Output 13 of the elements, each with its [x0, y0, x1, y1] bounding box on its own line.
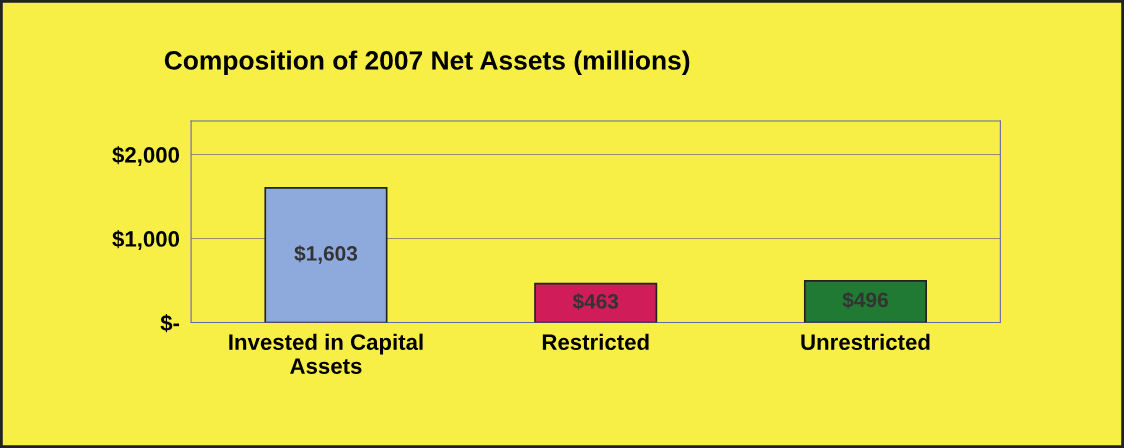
data-label: $463: [572, 293, 619, 311]
x-tick-label: Invested in Capital Assets: [229, 333, 423, 374]
y-tick-label: $2,000: [112, 146, 180, 167]
chart-title: Composition of 2007 Net Assets (millions): [164, 50, 690, 76]
bar: [803, 280, 928, 323]
data-label: $1,603: [294, 245, 358, 264]
bar: [264, 187, 388, 323]
y-tick-label: $-: [160, 314, 180, 333]
bar: [534, 282, 658, 323]
data-label: $496: [842, 291, 888, 309]
x-tick-label: Restricted: [542, 333, 649, 350]
x-tick-label: Unrestricted: [801, 333, 930, 350]
y-tick-label: $1,000: [112, 230, 180, 251]
